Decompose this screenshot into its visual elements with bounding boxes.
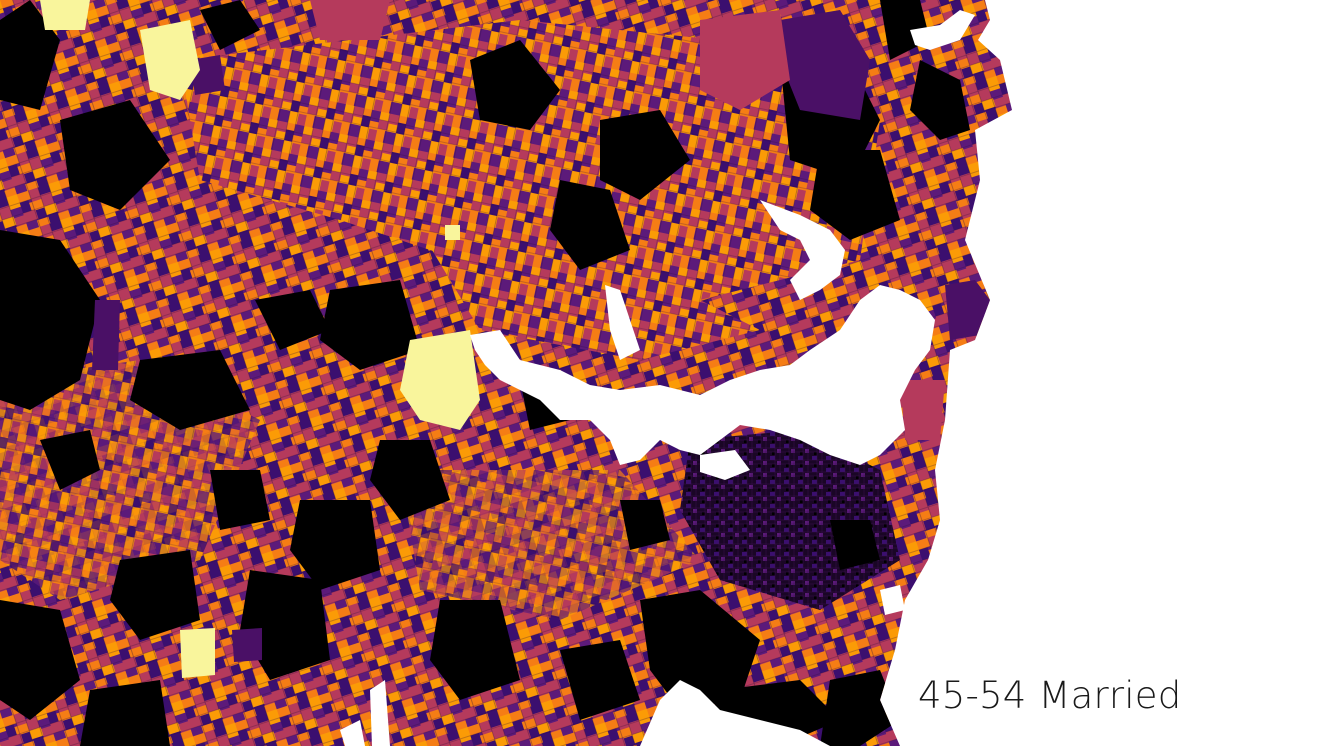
no-data-areas: [0, 0, 970, 746]
peak-areas: [40, 0, 480, 678]
water-bodies: [340, 10, 975, 746]
low-areas: [92, 10, 990, 662]
map-caption: 45-54 Married: [918, 674, 1182, 717]
mid-areas: [310, 0, 945, 440]
